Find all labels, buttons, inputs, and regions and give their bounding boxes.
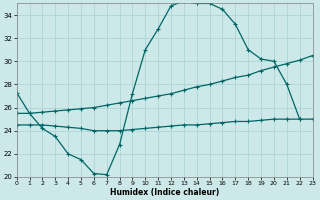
X-axis label: Humidex (Indice chaleur): Humidex (Indice chaleur) bbox=[110, 188, 219, 197]
